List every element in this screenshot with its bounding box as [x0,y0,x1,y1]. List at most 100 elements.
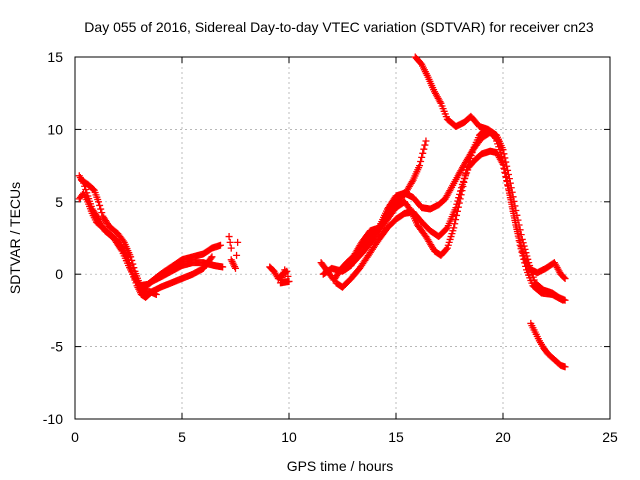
data-point [406,205,414,213]
data-point [234,238,242,246]
x-tick-label: 20 [495,429,511,445]
data-point [522,262,530,270]
data-point [96,201,104,209]
ticks: 0 5 10 15 20 25 -10 -5 0 5 10 15 [43,49,618,445]
data-point [501,154,509,162]
data-point [226,238,234,246]
y-tick-label: 10 [47,121,63,137]
x-tick-label: 15 [388,429,404,445]
data-point [207,254,215,262]
data-point [508,188,516,196]
series-pass-d [139,259,227,293]
series-pass-e [225,233,242,272]
data-point [524,255,532,263]
data-point [455,199,463,207]
data-point [456,195,464,203]
y-tick-label: -10 [43,411,63,427]
x-tick-label: 25 [602,429,618,445]
data-point [505,175,513,183]
data-point [453,211,461,219]
data-point [117,246,125,254]
data-point [521,245,529,253]
y-tick-label: 5 [55,194,63,210]
data-point [505,170,513,178]
data-point [459,182,467,190]
data-point [561,275,569,283]
data-point [232,264,239,272]
data-point [418,153,426,161]
data-point [454,203,462,211]
series-pass-k [411,53,569,304]
y-axis-label: SDTVAR / TECUs [7,182,23,294]
plot-frame [74,56,611,420]
data-point [442,245,450,253]
x-tick-label: 0 [71,429,79,445]
data-point [217,241,225,249]
y-tick-label: -5 [51,339,64,355]
series-pass-a [77,176,160,298]
data-point [281,266,289,274]
data-point [516,226,524,234]
series-pass-h [319,128,503,278]
data-point [560,273,568,281]
data-point [511,202,519,210]
x-tick-label: 10 [281,429,297,445]
data-point [422,137,430,145]
data-point [408,178,416,186]
data-point [519,239,527,247]
data-point [83,189,91,197]
data-point [512,206,520,214]
data-point [515,237,523,245]
data-point [460,178,468,186]
x-axis-label: GPS time / hours [287,458,394,474]
data-point [421,141,429,149]
data-point [515,221,523,229]
data-point [436,98,444,106]
data-point [561,296,569,304]
plot-area [75,53,569,371]
data-point [225,233,233,241]
data-point [81,182,89,190]
data-point [82,185,90,193]
data-point [458,187,466,195]
data-point [80,179,88,187]
data-point [95,198,103,206]
data-point [513,211,521,219]
data-point [502,158,510,166]
data-point [219,263,227,271]
series-pass-i [332,147,569,291]
data-point [227,244,235,252]
data-point [518,235,526,243]
data-point [419,149,427,157]
data-point [517,231,525,239]
data-point [500,150,508,158]
data-point [506,179,514,187]
data-point [520,242,528,250]
y-tick-label: 15 [47,49,63,65]
data-point [119,237,127,245]
y-tick-label: 0 [55,266,63,282]
data-point [509,193,517,201]
data-point [510,197,518,205]
data-point [499,146,507,154]
data-point [447,185,455,193]
data-point [462,170,470,178]
data-point [503,162,511,170]
data-point [416,162,424,170]
data-point [507,184,515,192]
data-point [523,252,531,260]
data-point [233,251,241,259]
data-point [97,205,105,213]
data-point [208,253,216,261]
data-point [451,220,459,228]
x-tick-label: 5 [178,429,186,445]
series-pass-f [266,263,293,287]
data-point [514,216,522,224]
data-point [98,209,106,217]
chart-title: Day 055 of 2016, Sidereal Day-to-day VTE… [84,19,594,35]
data-point [452,216,460,224]
data-point [417,157,425,165]
data-point [561,363,569,371]
grid [75,57,610,419]
